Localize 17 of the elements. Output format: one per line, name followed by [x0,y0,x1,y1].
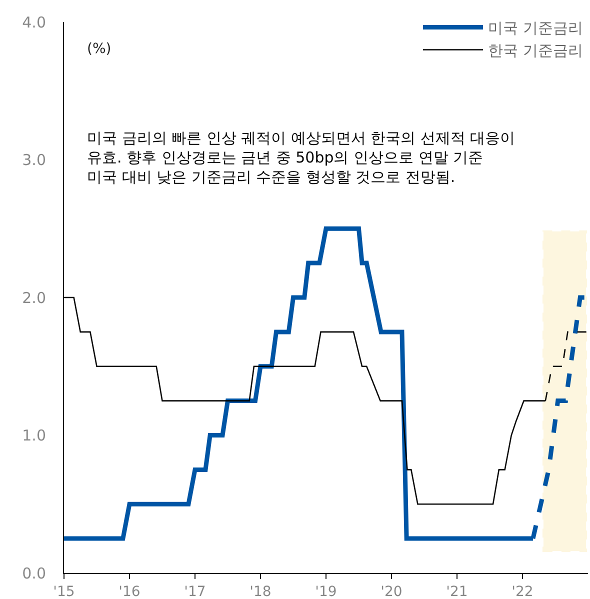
x-tick-label: '16 [118,584,140,599]
y-tick-label: 2.0 [22,288,46,307]
x-tick-label: '18 [250,584,272,599]
y-tick-label: 3.0 [22,151,46,169]
legend-label: 한국 기준금리 [488,42,583,60]
y-axis-title: (%) [87,41,112,57]
legend-label: 미국 기준금리 [488,19,583,38]
x-tick-label: '17 [184,584,206,599]
x-tick-label: '15 [53,584,75,599]
x-tick-label: '19 [315,584,337,599]
x-tick-label: '20 [380,584,402,599]
y-tick-label: 0.0 [22,564,46,582]
y-tick-label: 1.0 [22,426,46,444]
y-tick-label: 4.0 [22,13,46,32]
annotation: 미국 금리의 빠른 인상 궤적이 예상되면서 한국의 선제적 대응이 유효. 향후 인상경로는 금년 중 50bp의 인상으로 연말 기준 미국 대비 낮은 기준금리 수준을 형성할 것으로 전망됨. [87,129,516,186]
x-tick-label: '21 [446,584,468,599]
x-tick-label: '22 [512,584,534,599]
